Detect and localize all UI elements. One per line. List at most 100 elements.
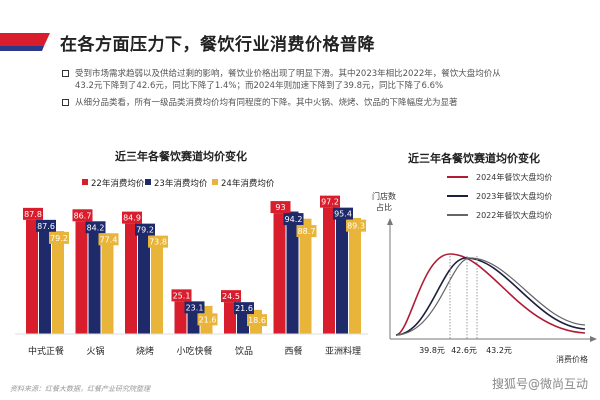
data-label: 18.6 [248,316,266,325]
data-label: 84.2 [87,223,105,232]
data-label-box [283,213,304,226]
data-label-box [234,302,254,315]
data-label-box [296,225,317,238]
bar [125,223,137,334]
data-label: 23.1 [186,303,204,312]
data-label-box [320,195,340,208]
bullet-item: 受到市场需求趋弱以及供给过剩的影响，餐饮业价格出现了明显下滑。其中2023年相比… [62,68,502,92]
data-label: 87.6 [37,222,55,231]
data-label: 97.2 [321,198,339,207]
data-label: 87.8 [24,210,42,219]
data-label: 73.8 [149,238,167,247]
x-tick-label: 42.6元 [451,346,477,355]
source-note: 资料来源：红餐大数据，红餐产业研究院整理 [10,385,150,393]
bar [88,224,101,334]
bar [101,233,114,334]
data-label-box [23,207,43,220]
data-label-box [98,233,119,246]
category-label: 亚洲料理 [325,345,361,357]
legend-label: 2024年餐饮大盘均价 [476,172,552,182]
bullet-text: 受到市场需求趋弱以及供给过剩的影响，餐饮业价格出现了明显下滑。其中2023年相比… [75,69,501,91]
bullet-item: 从细分品类看，所有一级品类消费均价均有同程度的下降。其中火锅、烧烤、饮品的下降幅… [62,97,502,109]
data-label: 24.5 [222,292,240,301]
data-label: 93 [275,203,285,212]
x-axis-label: 消费价格 [556,354,588,364]
category-label: 中式正餐 [28,345,64,357]
bar [52,231,64,334]
data-label: 84.9 [123,214,141,223]
data-label: 77.4 [100,235,118,244]
data-label-box [247,314,267,327]
data-label-box [72,209,93,222]
bar [138,231,150,334]
bar [286,211,299,334]
data-label-box [333,207,353,220]
x-axis-arrow-icon [590,336,597,342]
category-label: 火锅 [86,346,104,357]
data-label: 79.2 [136,226,154,235]
bar [336,209,348,334]
data-label: 89.3 [347,222,365,231]
watermark: 搜狐号@微尚互动 [492,377,589,391]
checkbox-bullet-icon [62,99,69,106]
data-label-box [346,219,366,232]
y-axis-arrow-icon [387,218,393,225]
data-label-box [171,289,192,302]
checkbox-bullet-icon [62,70,69,77]
data-label-box [270,201,291,214]
data-label: 25.1 [173,291,191,300]
data-label-box [49,231,69,244]
data-label: 21.6 [235,304,253,313]
bar-chart-title: 近三年各餐饮赛道均价变化 [115,150,247,163]
data-label-box [197,313,218,326]
data-label: 21.6 [199,315,217,324]
bar [151,238,163,334]
y-axis-label: 门店数占比 [372,192,396,212]
legend-label: 24年消费均价 [221,178,275,189]
page-title: 在各方面压力下，餐饮行业消费价格普降 [60,35,375,55]
data-label: 86.7 [74,211,92,220]
data-label-box [148,235,168,248]
bar [323,207,335,334]
data-label: 88.7 [298,227,316,236]
legend-label: 2022年餐饮大盘均价 [476,210,552,220]
bar [349,217,361,334]
series-line [395,257,586,336]
bar [26,219,38,334]
legend-swatch [212,179,218,185]
title-banner-icon [0,33,50,51]
legend-label: 2023年餐饮大盘均价 [476,191,552,201]
category-label: 烧烤 [136,345,154,357]
bar [174,301,187,334]
legend-label: 23年消费均价 [154,178,208,189]
data-label: 95.4 [334,210,352,219]
legend-label: 22年消费均价 [91,178,145,189]
legend-swatch [145,179,151,185]
series-line [395,257,586,336]
data-label-box [122,211,142,224]
data-label-box [221,290,241,303]
category-label: 饮品 [235,345,253,357]
bullet-list: 受到市场需求趋弱以及供给过剩的影响，餐饮业价格出现了明显下滑。其中2023年相比… [62,68,502,114]
data-label: 79.2 [50,234,68,243]
bar [224,302,236,334]
legend-swatch [82,179,88,185]
bar [273,213,286,334]
bar [75,221,88,334]
data-label: 94.2 [285,215,303,224]
data-label-box [184,301,205,314]
x-tick-label: 39.8元 [419,346,445,355]
series-line [395,253,586,336]
bullet-text: 从细分品类看，所有一级品类消费均价均有同程度的下降。其中火锅、烧烤、饮品的下降幅… [75,98,458,108]
line-chart-title: 近三年各餐饮赛道均价变化 [408,152,540,165]
data-label-box [85,221,106,234]
bar [299,218,312,334]
data-label-box [135,223,155,236]
category-label: 西餐 [284,345,302,357]
category-label: 小吃快餐 [176,345,212,357]
bar [39,220,51,334]
data-label-box [36,219,56,232]
x-tick-label: 43.2元 [486,346,512,355]
